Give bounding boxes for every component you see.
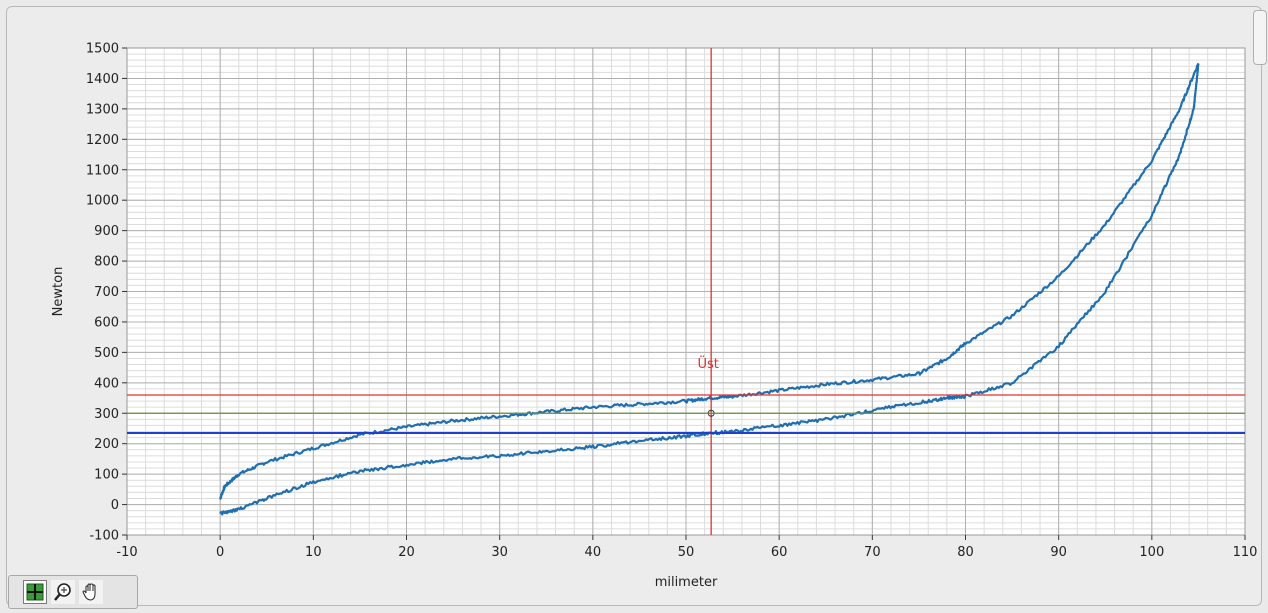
y-tick-label: 800 [94,255,119,270]
x-tick-label: 10 [305,545,322,560]
x-tick-label: 110 [1233,545,1258,560]
x-tick-label: 100 [1139,545,1164,560]
magnifier-icon [54,583,71,601]
y-tick-label: 300 [94,407,119,422]
y-tick-label: 1300 [86,102,119,117]
x-tick-label: 30 [491,545,508,560]
crosshair-grid-icon [26,583,44,601]
x-tick-label: 60 [771,545,788,560]
pan-tool[interactable] [79,580,103,604]
x-tick-label: 80 [957,545,974,560]
y-tick-label: 1100 [86,163,119,178]
x-tick-label: 50 [678,545,695,560]
y-tick-label: 100 [94,468,119,483]
y-tick-label: 700 [94,285,119,300]
x-tick-label: 70 [864,545,881,560]
y-tick-label: 1400 [86,72,119,87]
y-tick-label: 0 [111,498,119,513]
x-axis-title: milimeter [655,575,718,590]
x-tick-label: 0 [216,545,224,560]
x-tick-label: -10 [116,545,137,560]
cursor-label: Üst [697,355,718,372]
y-tick-label: 500 [94,346,119,361]
y-tick-label: 200 [94,437,119,452]
y-tick-label: 600 [94,315,119,330]
scrollbar-handle[interactable] [1253,10,1267,65]
series-line-0 [219,62,1200,500]
x-tick-label: 40 [585,545,602,560]
x-tick-label: 20 [398,545,415,560]
x-axis: -10 0 10 20 30 40 50 60 70 80 90 100 110 [116,535,1257,560]
y-tick-label: -100 [89,529,119,544]
y-tick-label: 1000 [86,194,119,209]
cursors: Üst [127,48,1245,535]
y-axis-title: Newton [51,267,66,317]
cursor-move-tool[interactable] [23,580,47,604]
y-tick-label: 900 [94,224,119,239]
y-tick-label: 400 [94,376,119,391]
y-tick-label: 1200 [86,133,119,148]
hand-icon [82,583,96,601]
y-tick-label: 1500 [86,42,119,57]
zoom-tool[interactable] [51,580,75,604]
y-axis: -100 0 100 200 300 400 500 600 700 800 900 1000 1100… [86,42,127,544]
graph-palette [8,575,138,609]
x-tick-label: 90 [1050,545,1067,560]
